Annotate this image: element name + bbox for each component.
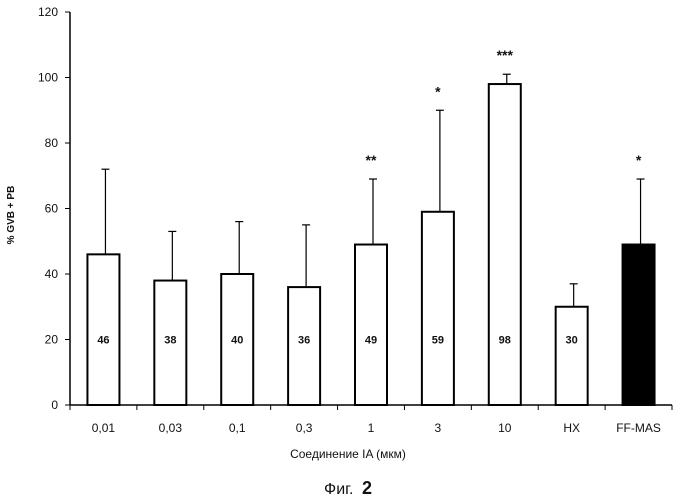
bar (422, 212, 454, 405)
x-tick-label: 0,03 (159, 421, 183, 435)
figure-caption: Фиг. 2 (324, 478, 372, 498)
bar-value-label: 30 (566, 335, 578, 347)
bar (556, 307, 588, 405)
x-tick-label: FF-MAS (616, 421, 661, 435)
y-tick-label: 100 (38, 71, 58, 85)
figure-caption-prefix: Фиг. (324, 481, 353, 498)
x-tick-label: 0,3 (296, 421, 313, 435)
y-tick-label: 60 (45, 202, 59, 216)
significance-marker: ** (366, 152, 377, 168)
x-tick-label: 3 (435, 421, 442, 435)
bar-value-label: 36 (298, 335, 310, 347)
x-tick-label: 0,01 (92, 421, 116, 435)
bar-value-label: 59 (432, 335, 444, 347)
y-axis-title: % GVB + PB (6, 186, 17, 245)
y-tick-label: 20 (45, 333, 59, 347)
bar-value-label: 40 (231, 335, 243, 347)
bar-value-label: 38 (164, 335, 176, 347)
significance-marker: * (435, 83, 441, 99)
bar (355, 245, 387, 405)
bar-value-label: 98 (499, 335, 511, 347)
y-tick-label: 0 (51, 398, 58, 412)
x-tick-label: 0,1 (229, 421, 246, 435)
bar (623, 245, 655, 405)
figure-caption-number: 2 (362, 478, 372, 498)
y-tick-label: 120 (38, 5, 58, 19)
x-tick-label: 10 (498, 421, 512, 435)
y-tick-label: 80 (45, 136, 59, 150)
bar-value-label: 46 (97, 335, 109, 347)
x-tick-label: 1 (368, 421, 375, 435)
x-axis-title: Соединение IA (мкм) (290, 447, 406, 461)
bar (489, 84, 521, 405)
x-tick-label: HX (563, 421, 580, 435)
y-tick-label: 40 (45, 267, 59, 281)
significance-marker: * (636, 152, 642, 168)
bars-group: 46 0,01 38 0,03 40 0,1 36 0,3 49 ** 1 59 * 3 98 *** 10 30… (87, 47, 660, 435)
significance-marker: *** (497, 47, 514, 63)
bar (87, 254, 119, 405)
bar-value-label: 49 (365, 335, 377, 347)
